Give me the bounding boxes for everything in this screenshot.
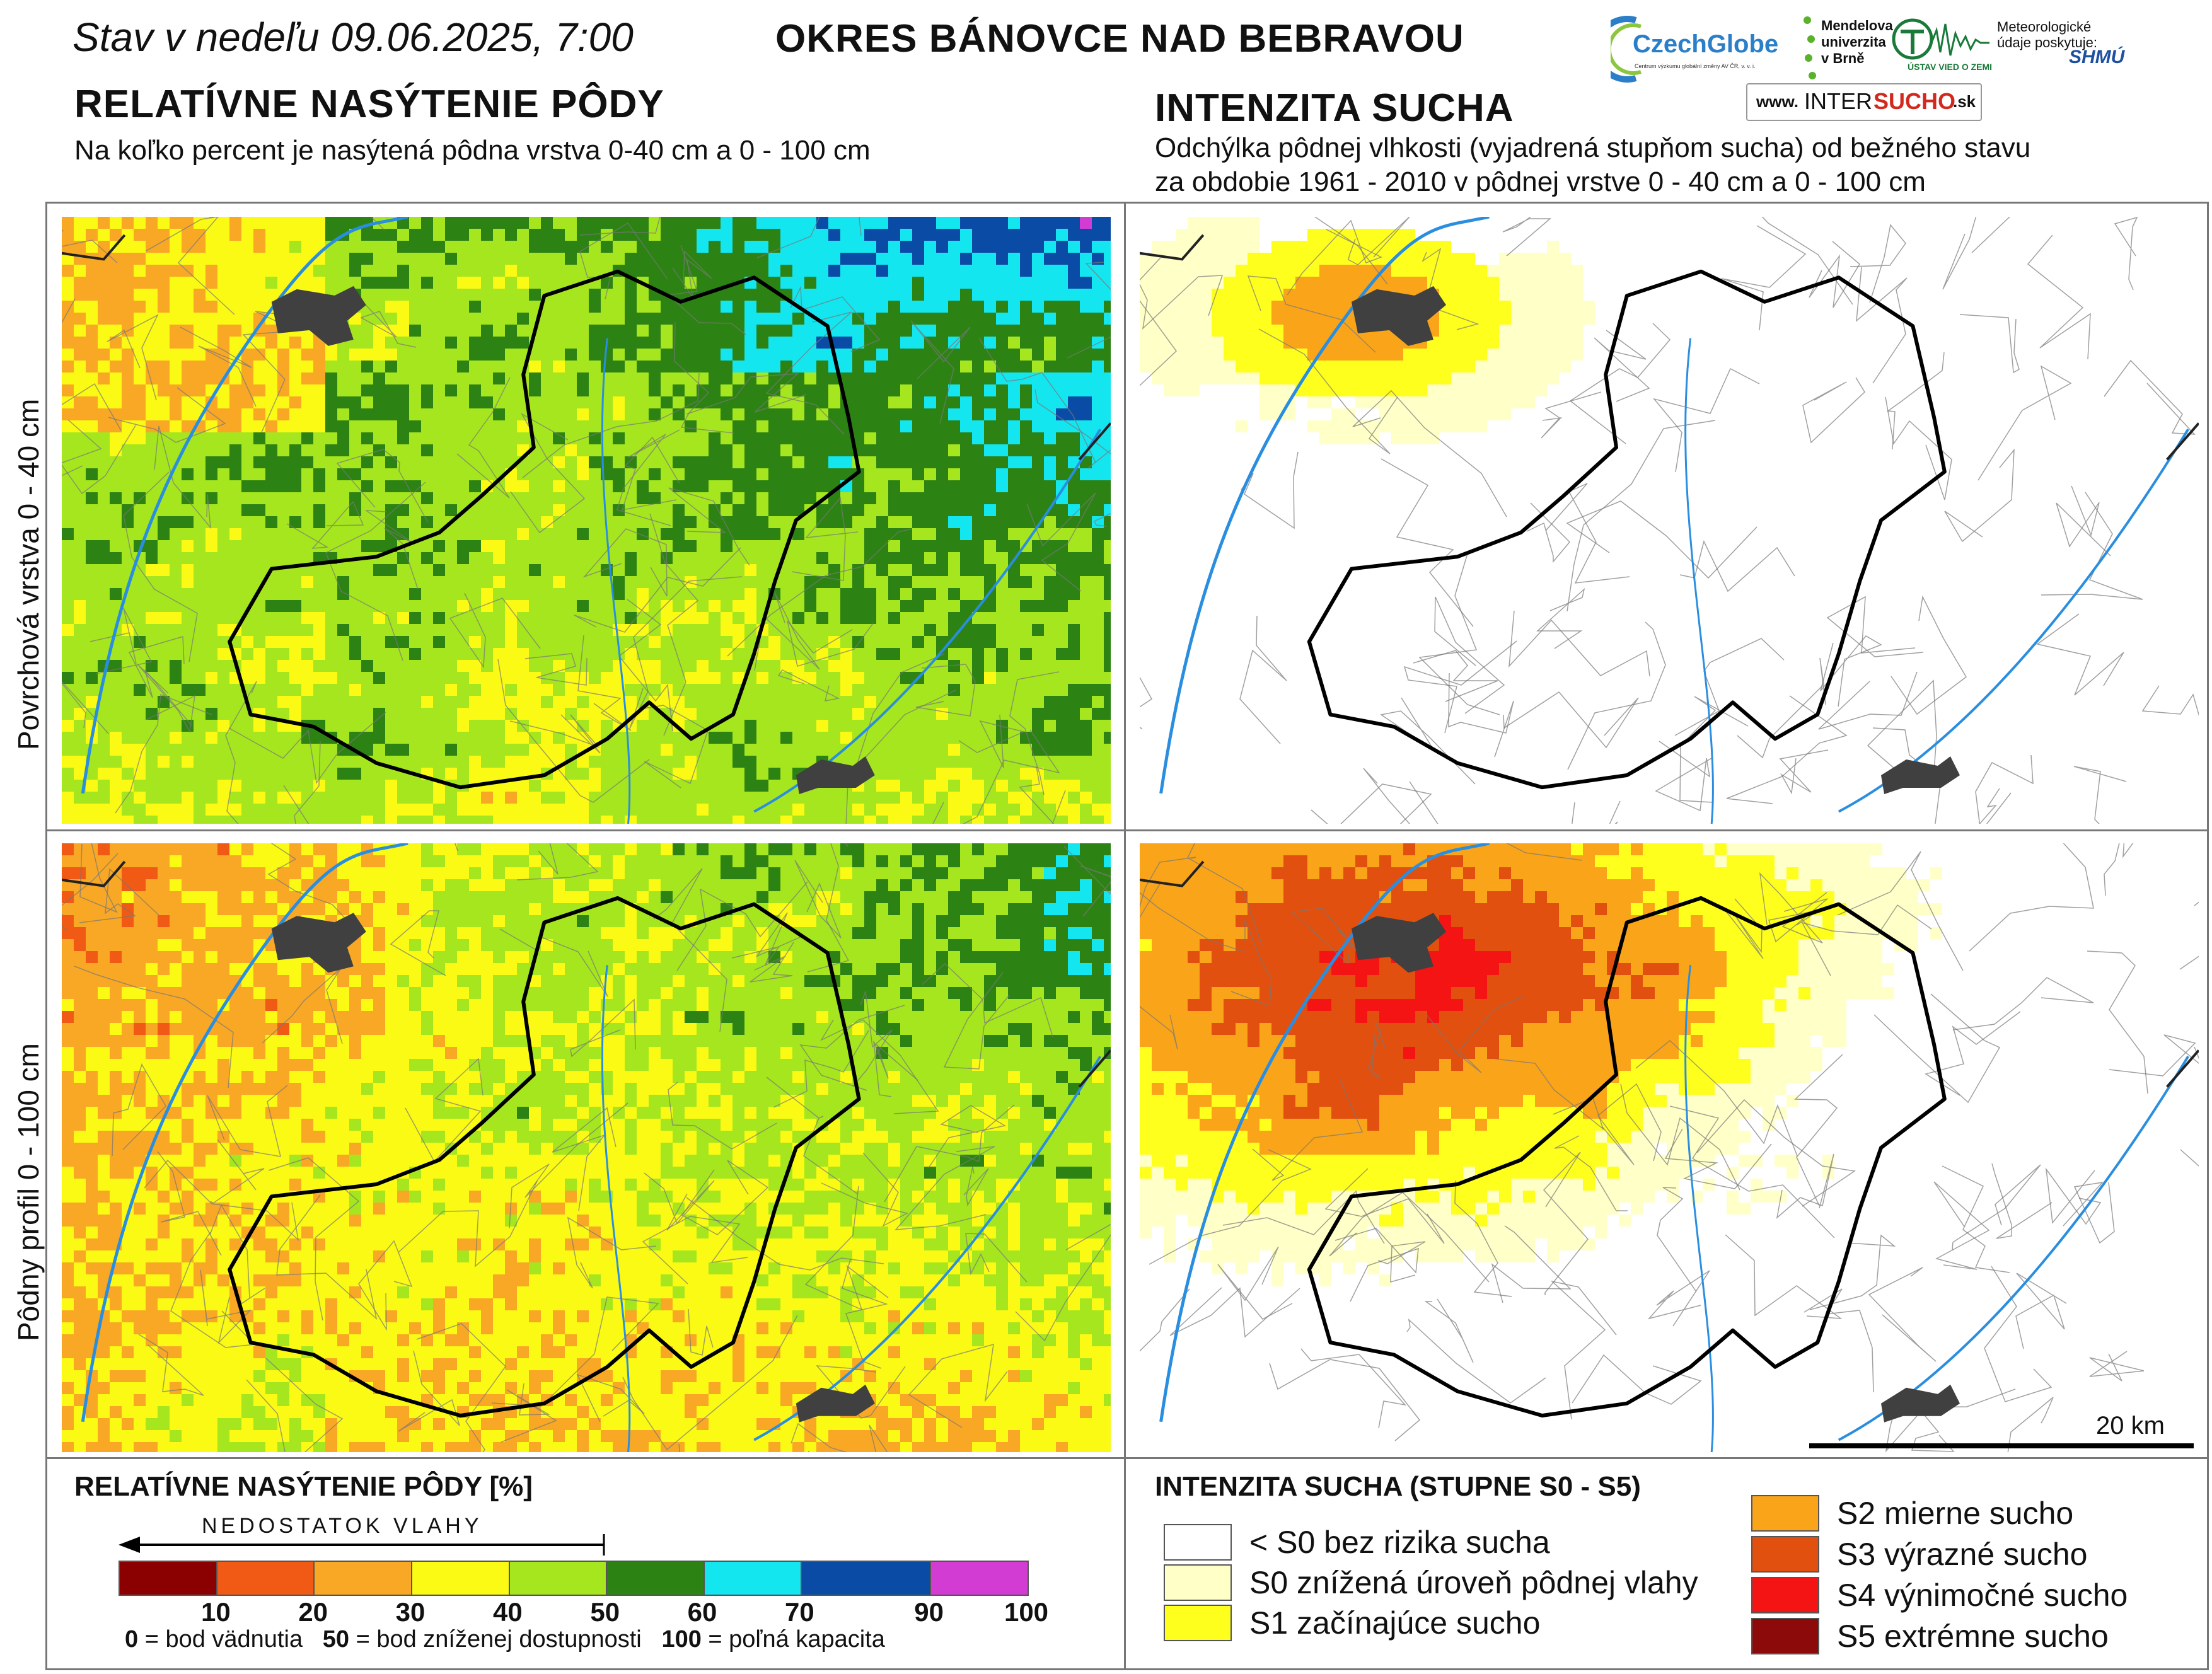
shmu-logo: SHMÚ <box>2069 47 2125 67</box>
saturation-notes: 0 = bod vädnutia 50 = bod zníženej dostu… <box>125 1626 885 1653</box>
intersucho-logo: www. INTER SUCHO .sk <box>1746 83 1982 121</box>
inter-label: INTER <box>1804 88 1872 114</box>
frame-divider-horizontal <box>45 829 2209 831</box>
arrow-label: NEDOSTATOK VLAHY <box>202 1514 483 1538</box>
saturation-tick: 60 <box>687 1597 717 1627</box>
saturation-note-value: 0 <box>125 1626 139 1653</box>
drought-legend-item: S3 výrazné sucho <box>1751 1536 2087 1573</box>
drought-class-label: S1 začínajúce sucho <box>1249 1605 1541 1641</box>
drought-legend-item: S0 znížená úroveň pôdnej vlahy <box>1164 1564 1698 1601</box>
saturation-class-4 <box>412 1562 510 1595</box>
saturation-tick: 40 <box>493 1597 523 1627</box>
saturation-note-value: 50 <box>322 1626 350 1653</box>
saturation-note-text: = bod vädnutia <box>138 1626 323 1653</box>
drought-swatch <box>1164 1564 1232 1601</box>
czechglobe-logo: CzechGlobe Centrum výzkumu globální změn… <box>1594 14 1800 83</box>
saturation-colorbar <box>119 1561 1029 1596</box>
mendel-name: Mendelova univerzita v Brně <box>1821 18 1893 66</box>
saturation-class-9 <box>931 1562 1028 1595</box>
saturation-tick: 90 <box>914 1597 944 1627</box>
saturation-legend-title: RELATÍVNE NASÝTENIE PÔDY [%] <box>74 1471 533 1502</box>
drought-legend-item: S1 začínajúce sucho <box>1164 1605 1540 1641</box>
scale-label: 20 km <box>2096 1412 2165 1440</box>
czechglobe-sub: Centrum výzkumu globální změny AV ČR, v.… <box>1635 63 1756 69</box>
saturation-note-text: = bod zníženej dostupnosti <box>349 1626 662 1653</box>
map-saturation-0-40 <box>62 217 1111 824</box>
drought-swatch <box>1164 1524 1232 1561</box>
district-title: OKRES BÁNOVCE NAD BEBRAVOU <box>775 17 1464 61</box>
drought-subtitle-1: Odchýlka pôdnej vlhkosti (vyjadrená stup… <box>1155 132 2031 163</box>
scale-bar <box>1809 1443 2194 1448</box>
saturation-tick: 20 <box>298 1597 328 1627</box>
saturation-class-1 <box>120 1562 217 1595</box>
map-drought-0-100 <box>1140 843 2199 1452</box>
shortage-arrow <box>119 1534 605 1556</box>
saturation-tick: 30 <box>395 1597 426 1627</box>
drought-class-label: S4 výnimočné sucho <box>1837 1578 2128 1613</box>
drought-legend-item: S4 výnimočné sucho <box>1751 1577 2128 1613</box>
map-saturation-0-100 <box>62 843 1111 1452</box>
ustav-name: ÚSTAV VIED O ZEMI <box>1908 62 1993 72</box>
saturation-note-value: 100 <box>661 1626 702 1653</box>
saturation-tick: 50 <box>590 1597 620 1627</box>
drought-swatch <box>1164 1605 1232 1641</box>
saturation-class-5 <box>509 1562 608 1595</box>
saturation-title: RELATÍVNE NASÝTENIE PÔDY <box>74 83 664 126</box>
drought-swatch <box>1751 1618 1819 1654</box>
drought-class-label: S2 mierne sucho <box>1837 1496 2074 1531</box>
meteo-text: Meteorologické údaje poskytuje: <box>1997 19 2097 50</box>
saturation-tick: 70 <box>785 1597 814 1627</box>
date-label: Stav v nedeľu 09.06.2025, 7:00 <box>72 14 634 60</box>
saturation-subtitle: Na koľko percent je nasýtená pôdna vrstv… <box>74 135 871 166</box>
drought-swatch <box>1751 1536 1819 1573</box>
saturation-class-3 <box>315 1562 412 1595</box>
drought-class-label: S3 výrazné sucho <box>1837 1537 2088 1572</box>
drought-legend-item: S2 mierne sucho <box>1751 1495 2073 1532</box>
drought-subtitle-2: za obdobie 1961 - 2010 v pôdnej vrstve 0… <box>1155 166 1926 197</box>
drought-legend-item: < S0 bez rizika sucha <box>1164 1524 1550 1561</box>
sucho-label: SUCHO <box>1873 88 1956 114</box>
drought-legend-title: INTENZITA SUCHA (STUPNE S0 - S5) <box>1155 1471 1641 1502</box>
www-label: www. <box>1756 92 1798 111</box>
saturation-tick: 100 <box>1004 1597 1049 1627</box>
map-drought-0-40 <box>1140 217 2199 824</box>
frame-divider-vertical <box>1124 202 1126 1670</box>
sk-label: .sk <box>1953 92 1976 111</box>
drought-swatch <box>1751 1495 1819 1532</box>
mendel-logo: Mendelova univerzita v Brně <box>1800 14 1893 89</box>
legend-divider <box>45 1457 2209 1459</box>
drought-title: INTENZITA SUCHA <box>1155 86 1514 130</box>
saturation-tick: 10 <box>200 1597 231 1627</box>
drought-legend-item: S5 extrémne sucho <box>1751 1618 2109 1654</box>
saturation-class-7 <box>704 1562 802 1595</box>
drought-class-label: S0 znížená úroveň pôdnej vlahy <box>1249 1565 1698 1600</box>
saturation-note-text: = poľná kapacita <box>701 1626 885 1653</box>
saturation-class-2 <box>217 1562 315 1595</box>
saturation-ticks: 10 20 30 40 50 60 70 90 100 <box>119 1595 1048 1627</box>
drought-class-label: < S0 bez rizika sucha <box>1249 1525 1550 1560</box>
saturation-class-8 <box>802 1562 932 1595</box>
row-label-top: Povrchová vrstva 0 - 40 cm <box>12 398 45 750</box>
drought-swatch <box>1751 1577 1819 1613</box>
czechglobe-name: CzechGlobe <box>1633 30 1779 58</box>
map-frame <box>45 202 2209 1670</box>
saturation-class-6 <box>607 1562 705 1595</box>
row-label-bottom: Pôdny profil 0 - 100 cm <box>12 1042 45 1341</box>
drought-class-label: S5 extrémne sucho <box>1837 1619 2109 1654</box>
ustav-logo: ÚSTAV VIED O ZEMI <box>1891 18 1992 74</box>
